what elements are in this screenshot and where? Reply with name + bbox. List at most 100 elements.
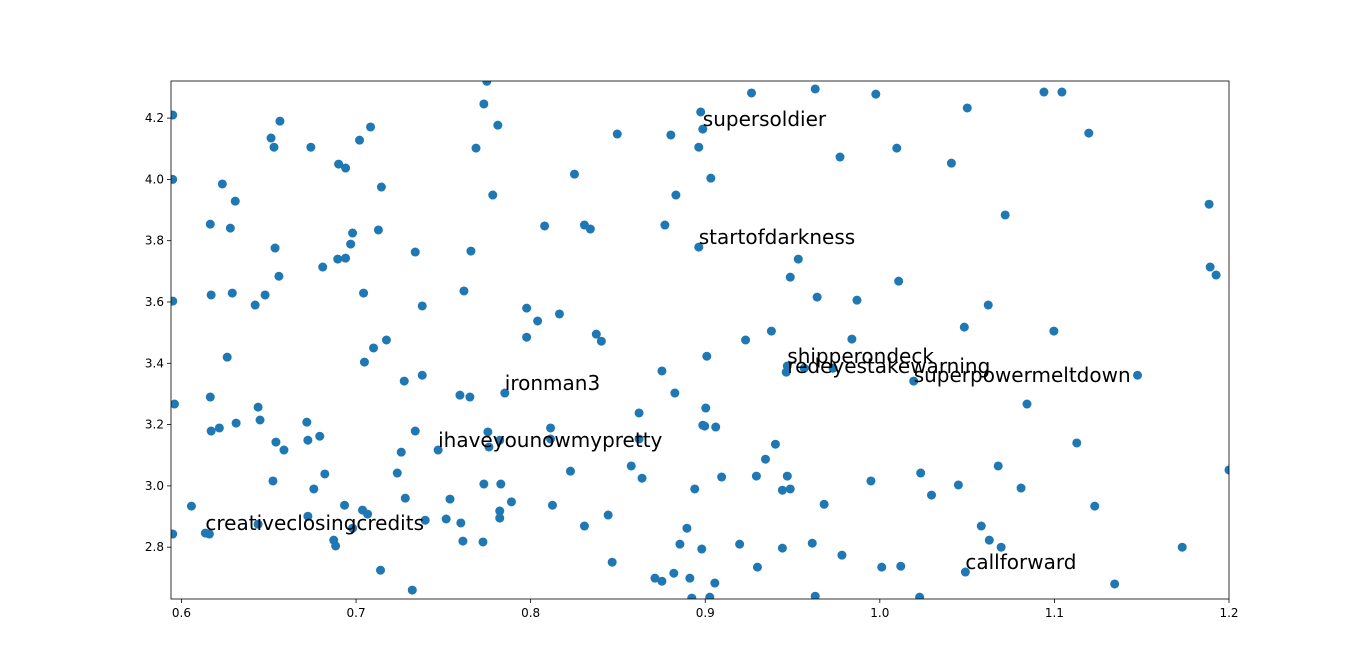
point [266, 133, 276, 143]
point [892, 143, 902, 153]
point [670, 388, 680, 398]
point [697, 544, 707, 554]
point [696, 107, 706, 117]
point [782, 471, 792, 481]
point [785, 272, 795, 282]
point [634, 408, 644, 418]
x-tick-label: 0.9 [696, 606, 715, 620]
point [303, 435, 313, 445]
x-tick-label: 0.8 [521, 606, 540, 620]
point [603, 510, 613, 520]
point [459, 286, 469, 296]
point [702, 351, 712, 361]
point [381, 335, 391, 345]
point [363, 509, 373, 519]
x-tick-label: 0.7 [347, 606, 366, 620]
point [554, 309, 564, 319]
point [747, 88, 757, 98]
point [186, 501, 196, 511]
point [701, 403, 711, 413]
point [1084, 128, 1094, 138]
point [279, 445, 289, 455]
point [465, 392, 475, 402]
point [334, 159, 344, 169]
point [458, 536, 468, 546]
point [785, 484, 795, 494]
point [533, 316, 543, 326]
point [760, 454, 770, 464]
point [847, 334, 857, 344]
point [953, 480, 963, 490]
point [376, 182, 386, 192]
annotation: startofdarkness [699, 225, 855, 249]
point [984, 535, 994, 545]
point [671, 190, 681, 200]
point [320, 469, 330, 479]
y-tick-label: 4.2 [145, 111, 164, 125]
point [705, 592, 715, 599]
y-tick-label: 4.0 [145, 172, 164, 186]
point [810, 591, 820, 599]
point [495, 506, 505, 516]
point [227, 288, 237, 298]
x-tick-label: 1.2 [1219, 606, 1238, 620]
point [540, 221, 550, 231]
point [1204, 199, 1214, 209]
point [255, 415, 265, 425]
point [417, 301, 427, 311]
y-tick-label: 2.8 [145, 540, 164, 554]
point [711, 422, 721, 432]
point [735, 539, 745, 549]
point [669, 568, 679, 578]
point [495, 513, 505, 523]
point [1022, 399, 1032, 409]
point [318, 262, 328, 272]
point [698, 124, 708, 134]
point [579, 521, 589, 531]
annotation: supersoldier [703, 107, 827, 131]
point [484, 442, 494, 452]
point [205, 219, 215, 229]
point [962, 103, 972, 113]
point [171, 399, 179, 409]
plot-area [171, 81, 1229, 599]
point [348, 523, 358, 533]
point [271, 437, 281, 447]
point [896, 561, 906, 571]
annotation: ihaveyounowmypretty [438, 428, 662, 452]
point [1016, 483, 1026, 493]
point [376, 565, 386, 575]
point [306, 142, 316, 152]
point [309, 484, 319, 494]
point [456, 518, 466, 528]
point [852, 295, 862, 305]
point [396, 447, 406, 457]
point [260, 290, 270, 300]
point [355, 135, 365, 145]
point [1110, 579, 1120, 589]
point [214, 423, 224, 433]
point [500, 388, 510, 398]
point [877, 562, 887, 572]
point [1000, 210, 1010, 220]
point [341, 163, 351, 173]
point [666, 130, 676, 140]
point [777, 543, 787, 553]
point [171, 529, 178, 539]
point [770, 439, 780, 449]
annotation: callforward [965, 550, 1076, 574]
point [959, 322, 969, 332]
point [331, 541, 341, 551]
point [171, 296, 178, 306]
point [983, 300, 993, 310]
y-tick-label: 3.6 [145, 295, 164, 309]
point [657, 576, 667, 586]
point [993, 461, 1003, 471]
point [682, 523, 692, 533]
point [420, 515, 430, 525]
point [441, 514, 451, 524]
point [835, 152, 845, 162]
point [799, 363, 809, 373]
point [976, 521, 986, 531]
